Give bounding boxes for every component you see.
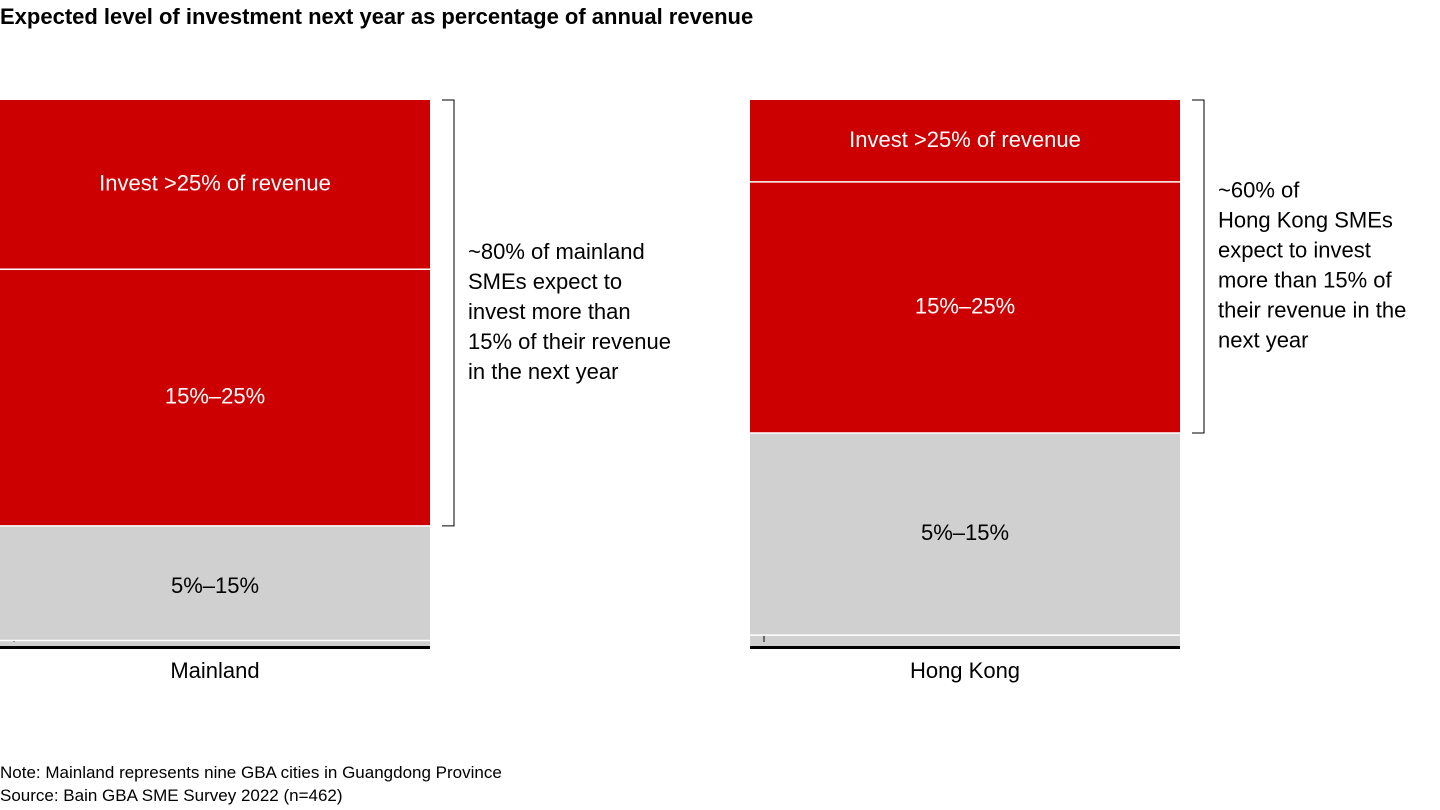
chart-note: Note: Mainland represents nine GBA citie… xyxy=(0,763,502,782)
annotation-line: Hong Kong SMEs xyxy=(1218,207,1393,232)
annotation-line: ~80% of mainland xyxy=(468,239,645,264)
annotation-line: SMEs expect to xyxy=(468,269,622,294)
annotation-line: expect to invest xyxy=(1218,237,1371,262)
chart-source: Source: Bain GBA SME Survey 2022 (n=462) xyxy=(0,786,343,805)
annotation-line: 15% of their revenue xyxy=(468,329,671,354)
chart-title: Expected level of investment next year a… xyxy=(0,4,754,29)
bracket xyxy=(442,99,455,527)
bar-segment xyxy=(0,525,430,641)
annotation-line: next year xyxy=(1218,327,1309,352)
bar-segment xyxy=(0,269,430,526)
bar-segment xyxy=(750,100,1180,182)
bracket xyxy=(1192,99,1205,434)
annotation-line: their revenue in the xyxy=(1218,297,1406,322)
segment-label: Invest >25% of revenue xyxy=(849,127,1081,152)
annotation-line: invest more than xyxy=(468,299,631,324)
bar-segment xyxy=(0,640,430,646)
annotation-line: in the next year xyxy=(468,359,618,384)
segment-label: 5%–15% xyxy=(171,573,259,598)
annotation-line: more than 15% of xyxy=(1218,267,1393,292)
bar-segment xyxy=(0,100,430,270)
bar-segment xyxy=(750,635,1180,646)
segment-label: 15%–25% xyxy=(915,293,1015,318)
annotation-line: ~60% of xyxy=(1218,177,1300,202)
bar-segment xyxy=(750,181,1180,434)
bar-segment xyxy=(750,433,1180,636)
category-label: Hong Kong xyxy=(910,658,1020,683)
category-label: Mainland xyxy=(170,658,259,683)
segment-label: 15%–25% xyxy=(165,383,265,408)
segment-label: 5%–15% xyxy=(921,520,1009,545)
segment-label: Invest >25% of revenue xyxy=(99,170,331,195)
